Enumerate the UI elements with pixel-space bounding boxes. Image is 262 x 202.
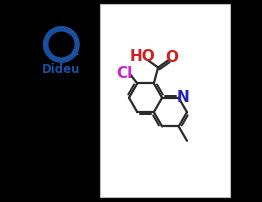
Circle shape [49, 32, 74, 57]
Circle shape [43, 27, 79, 62]
Text: N: N [177, 90, 189, 105]
Text: Dideu: Dideu [42, 63, 80, 76]
FancyBboxPatch shape [100, 4, 230, 197]
Text: O: O [165, 50, 178, 65]
Text: HO: HO [130, 49, 155, 64]
Text: Cl: Cl [116, 65, 132, 81]
